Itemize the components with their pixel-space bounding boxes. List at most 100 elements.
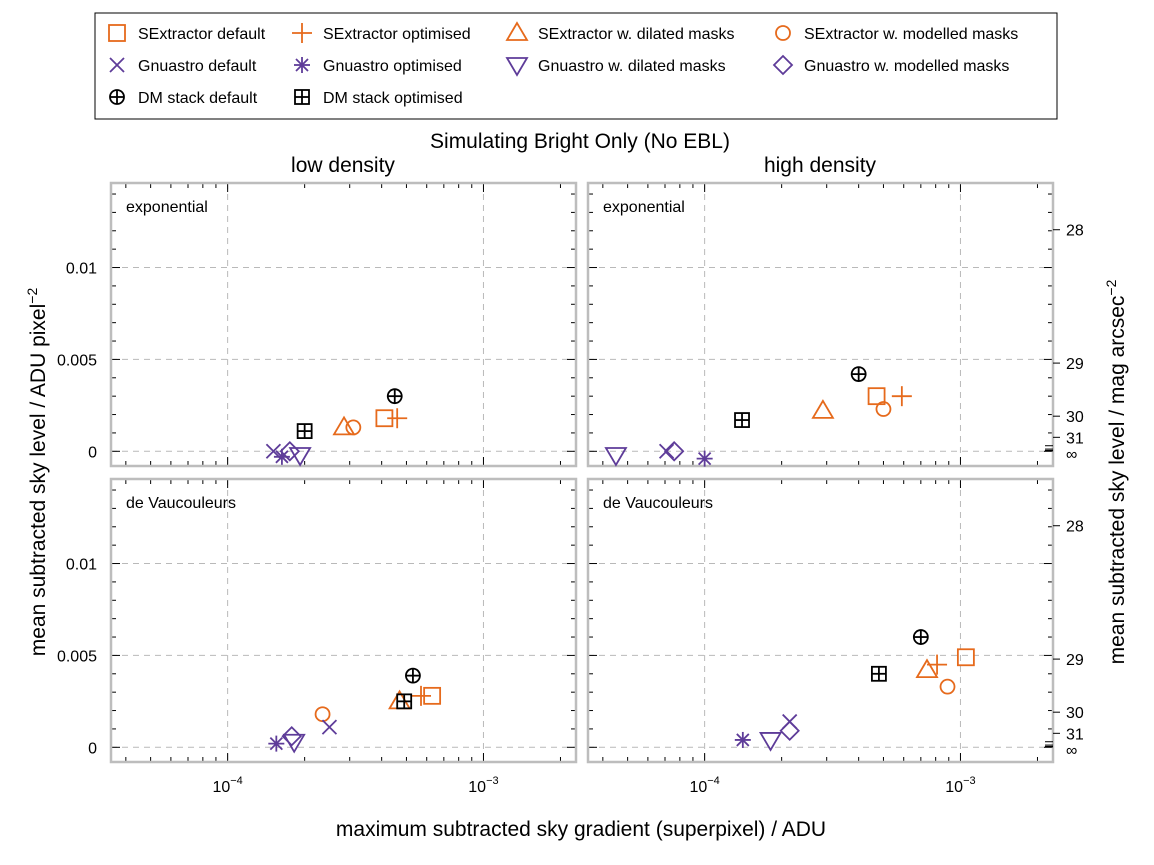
data-point-plus xyxy=(411,685,432,706)
data-point-diamond xyxy=(281,725,302,747)
panel-frame xyxy=(586,477,1055,764)
x-tick-label: 10−3 xyxy=(468,775,498,796)
legend-entry: SExtractor w. dilated masks xyxy=(505,21,735,43)
legend-entry: DM stack optimised xyxy=(294,89,463,107)
legend-marker-diamond xyxy=(772,54,794,76)
y-axis-label: mean subtracted sky level / ADU pixel−2 xyxy=(24,288,50,657)
legend-entry: Gnuastro optimised xyxy=(294,57,462,75)
data-point-triangle-down xyxy=(604,447,628,467)
legend-marker-x xyxy=(109,57,125,73)
legend-label: DM stack optimised xyxy=(323,90,463,107)
legend-label: SExtractor default xyxy=(138,26,266,43)
y2-tick-label: ∞ xyxy=(1066,446,1077,463)
legend-label: Gnuastro w. modelled masks xyxy=(804,58,1009,75)
y2-tick-label: 28 xyxy=(1066,519,1084,536)
data-point-square xyxy=(956,648,975,667)
data-point-square xyxy=(867,387,886,406)
data-point-diamond xyxy=(779,720,800,742)
legend-marker-square-plus xyxy=(294,89,310,105)
legend-box xyxy=(94,12,1058,120)
x-tick-label: 10−3 xyxy=(945,775,975,796)
data-point-triangle-up xyxy=(332,415,356,436)
y2-tick-label: 29 xyxy=(1066,652,1084,669)
legend-entry: SExtractor optimised xyxy=(292,23,471,43)
legend-entry: Gnuastro default xyxy=(109,57,257,75)
panels: exponential 0 0.005 0.01 exponential 28 29 30 31… xyxy=(57,181,1084,796)
data-point-triangle-up xyxy=(811,399,835,419)
legend-entry: Gnuastro w. dilated masks xyxy=(505,57,726,77)
y-tick-label: 0 xyxy=(88,444,97,461)
legend-label: SExtractor w. dilated masks xyxy=(538,26,735,43)
y2-tick-label: 31 xyxy=(1066,430,1084,447)
data-point-circle xyxy=(939,678,956,695)
x-tick-label: 10−4 xyxy=(212,775,242,796)
data-point-plus xyxy=(387,408,408,429)
panel-0: exponential 0 0.005 0.01 xyxy=(57,181,578,468)
data-point-circle xyxy=(345,419,362,436)
data-point-asterisk xyxy=(734,731,751,748)
ticks xyxy=(588,183,1053,466)
legend-label: DM stack default xyxy=(138,90,258,107)
legend: SExtractor default SExtractor optimised SE… xyxy=(108,21,1018,107)
x-tick-label: 10−4 xyxy=(689,775,719,796)
y2-tick-label: 30 xyxy=(1066,705,1084,722)
legend-entry: SExtractor w. modelled masks xyxy=(775,25,1018,43)
y-tick-label: 0.01 xyxy=(66,557,97,574)
grid xyxy=(111,183,576,466)
legend-marker-square xyxy=(108,24,126,42)
data-point-circle-plus xyxy=(405,667,421,684)
data-points xyxy=(734,629,975,752)
data-point-circle-plus xyxy=(850,366,867,383)
legend-marker-triangle-down xyxy=(505,57,529,77)
data-point-asterisk xyxy=(268,735,285,752)
y-tick-label: 0.005 xyxy=(57,352,97,369)
data-point-square-plus xyxy=(396,693,413,710)
y2-tick-label: 28 xyxy=(1066,223,1084,240)
ticks xyxy=(111,183,576,466)
panel-1: exponential 28 29 30 31∞ xyxy=(586,181,1084,468)
panel-3: de Vaucouleurs 10−4 10−3 28 29 30 31∞ xyxy=(586,477,1084,796)
legend-label: SExtractor optimised xyxy=(323,26,471,43)
panel-frame xyxy=(109,477,578,764)
data-point-circle-plus xyxy=(386,388,403,405)
legend-marker-circle-plus xyxy=(109,89,125,105)
column-title-low-density: low density xyxy=(291,154,395,177)
panel-frame xyxy=(586,181,1055,468)
grid xyxy=(588,479,1053,762)
y2-tick-label: ∞ xyxy=(1066,742,1077,759)
panel-profile-label: de Vaucouleurs xyxy=(126,495,236,512)
data-point-triangle-down xyxy=(288,447,312,467)
legend-entry: DM stack default xyxy=(109,89,258,107)
data-point-plus xyxy=(891,386,912,407)
data-point-square-plus xyxy=(296,423,313,439)
y-tick-label: 0.005 xyxy=(57,648,97,665)
data-point-x xyxy=(658,443,675,459)
panel-profile-label: exponential xyxy=(126,199,208,216)
data-point-triangle-down xyxy=(758,732,783,752)
y-tick-label: 0.01 xyxy=(66,261,97,278)
data-point-square-plus xyxy=(871,665,887,682)
data-point-diamond xyxy=(663,441,685,462)
y-axis-label-right: mean subtracted sky level / mag arcsec−2 xyxy=(1103,279,1129,664)
figure-title: Simulating Bright Only (No EBL) xyxy=(430,130,730,153)
data-point-triangle-up xyxy=(915,658,939,679)
panel-profile-label: de Vaucouleurs xyxy=(603,495,713,512)
y-tick-label: 0 xyxy=(88,740,97,757)
column-title-high-density: high density xyxy=(764,154,877,177)
panel-2: de Vaucouleurs 0 0.005 0.01 10−4 10−3 xyxy=(57,477,578,796)
legend-marker-triangle-up xyxy=(505,21,529,41)
data-point-diamond xyxy=(279,441,301,462)
data-points xyxy=(604,366,912,467)
legend-label: Gnuastro optimised xyxy=(323,58,462,75)
panel-frame xyxy=(109,181,578,468)
legend-label: Gnuastro w. dilated masks xyxy=(538,58,726,75)
data-point-circle-plus xyxy=(912,629,929,645)
y2-tick-label: 30 xyxy=(1066,409,1084,426)
data-points xyxy=(265,388,408,467)
y2-tick-label: 31 xyxy=(1066,726,1084,743)
y2-tick-label: 29 xyxy=(1066,356,1084,373)
legend-label: SExtractor w. modelled masks xyxy=(804,26,1018,43)
grid xyxy=(111,479,576,762)
x-axis-label: maximum subtracted sky gradient (superpi… xyxy=(336,818,826,841)
